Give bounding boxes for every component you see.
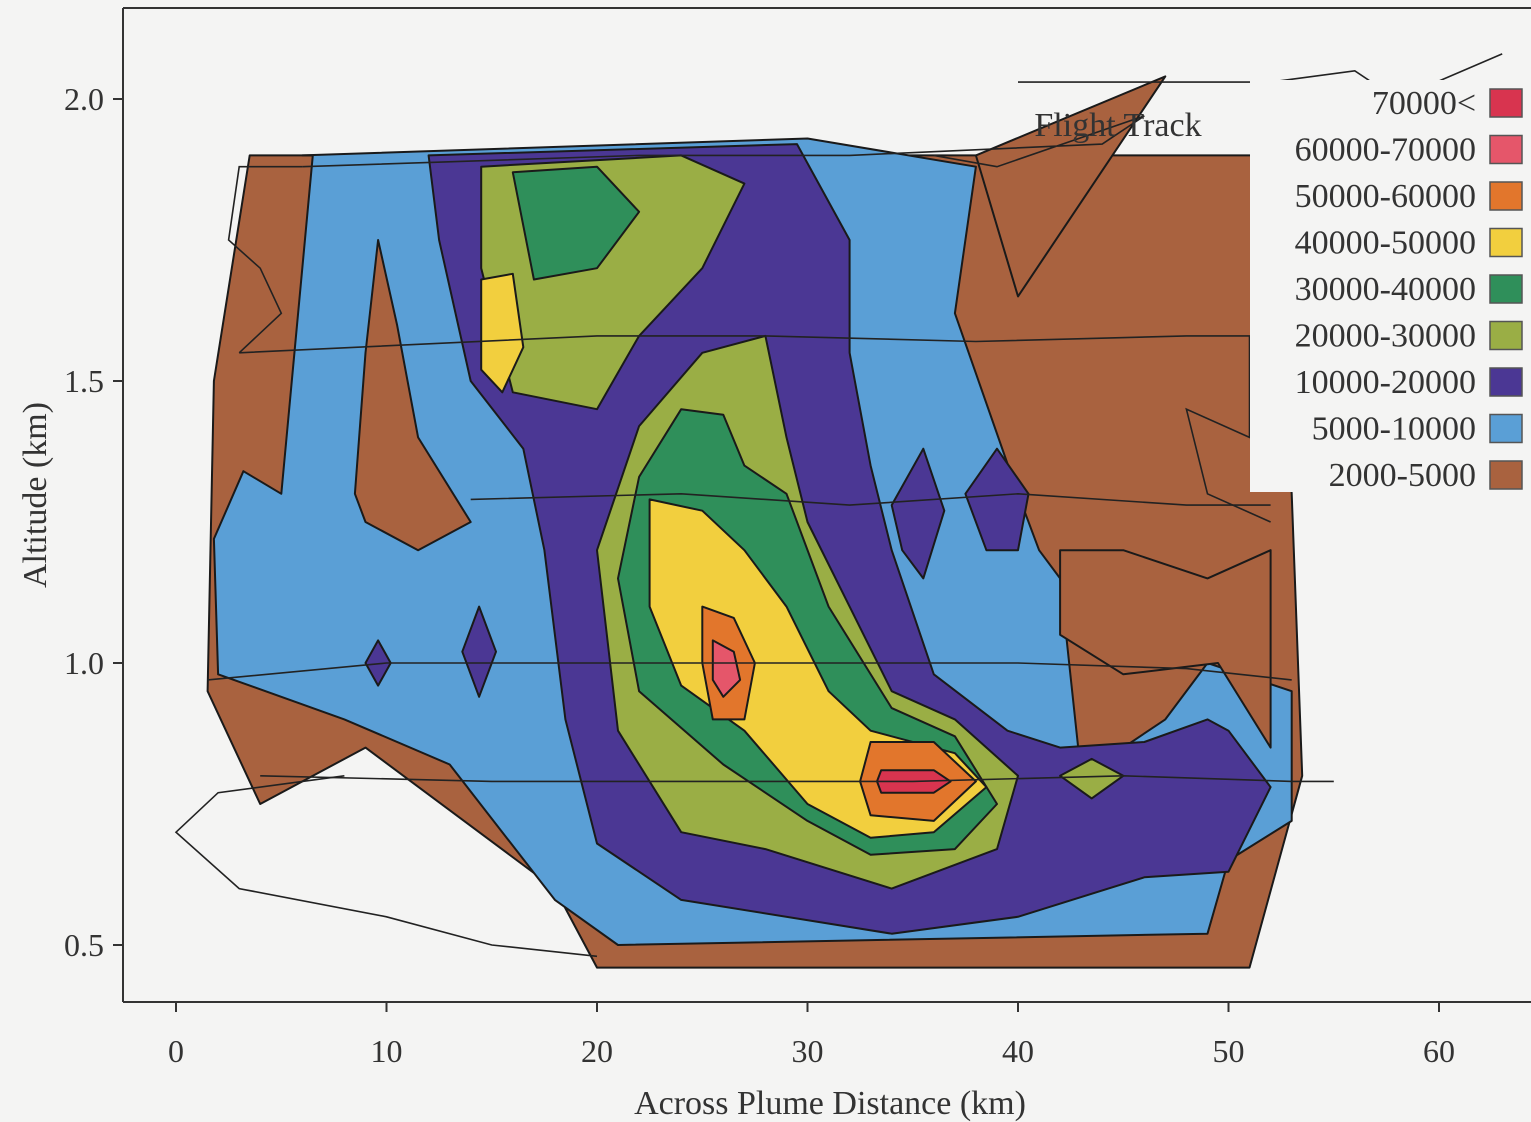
contour-region-18 xyxy=(461,605,497,698)
flight-track-segment-7 xyxy=(174,775,598,958)
contour-region-14 xyxy=(890,447,946,580)
axes xyxy=(122,7,1531,1003)
legend-swatch xyxy=(1489,460,1523,490)
flight-track-lines xyxy=(174,53,1503,958)
x-tick-label: 30 xyxy=(792,1033,824,1069)
contour-region-15 xyxy=(964,447,1030,552)
y-tick-label: 1.5 xyxy=(64,363,104,399)
legend-swatch xyxy=(1489,134,1523,165)
legend-label: 5000-10000 xyxy=(1312,411,1476,448)
legend-label: 20000-30000 xyxy=(1295,318,1476,355)
contour-region-12 xyxy=(711,639,742,698)
x-axis-title: Across Plume Distance (km) xyxy=(634,1085,1026,1122)
y-tick-label: 1.0 xyxy=(64,645,104,681)
y-ticks: 0.5 1.0 1.5 2.0 xyxy=(64,81,123,963)
x-ticks: 0 10 20 30 40 50 60 xyxy=(168,1002,1455,1069)
flight-track-segment-3 xyxy=(227,165,303,354)
contour-region-6 xyxy=(511,165,641,281)
x-tick-label: 40 xyxy=(1002,1033,1034,1069)
y-tick-label: 0.5 xyxy=(64,927,104,963)
legend-label: 10000-20000 xyxy=(1295,364,1476,401)
contour-region-19 xyxy=(353,239,472,552)
x-tick-label: 0 xyxy=(168,1033,184,1069)
x-tick-label: 50 xyxy=(1213,1033,1245,1069)
y-tick-label: 2.0 xyxy=(64,81,104,117)
legend-label: 40000-50000 xyxy=(1295,225,1476,262)
contour-regions xyxy=(206,75,1304,969)
x-tick-label: 60 xyxy=(1423,1033,1455,1069)
legend-swatch xyxy=(1489,181,1523,211)
legend-label: 60000-70000 xyxy=(1295,132,1476,169)
flight-track-segment-0 xyxy=(239,335,1271,523)
legend-swatch xyxy=(1489,274,1523,304)
flight-track-segment-1 xyxy=(302,115,1145,168)
y-axis-title: Altitude (km) xyxy=(17,402,54,588)
x-tick-label: 20 xyxy=(581,1033,613,1069)
flight-track-segment-4 xyxy=(470,492,1271,506)
legend-label: 30000-40000 xyxy=(1295,271,1476,308)
legend-background xyxy=(1250,80,1531,492)
legend-swatch xyxy=(1489,413,1523,444)
contour-region-9 xyxy=(480,272,525,394)
flight-track-segment-5 xyxy=(207,662,1292,681)
legend-label: 50000-60000 xyxy=(1295,178,1476,215)
contour-region-1 xyxy=(974,75,1167,298)
legend-label: 2000-5000 xyxy=(1329,457,1476,494)
flight-track-label: Flight Track xyxy=(1034,107,1201,144)
contour-region-20 xyxy=(1059,549,1272,749)
legend: 70000< 60000-70000 50000-60000 40000-50000 3… xyxy=(1250,80,1531,494)
legend-swatch xyxy=(1489,320,1523,351)
legend-swatch xyxy=(1489,88,1523,118)
x-tick-label: 10 xyxy=(371,1033,403,1069)
legend-swatch xyxy=(1489,367,1523,397)
legend-swatch xyxy=(1489,227,1523,258)
legend-label: 70000< xyxy=(1372,85,1476,122)
flight-track-segment-6 xyxy=(260,774,1334,783)
